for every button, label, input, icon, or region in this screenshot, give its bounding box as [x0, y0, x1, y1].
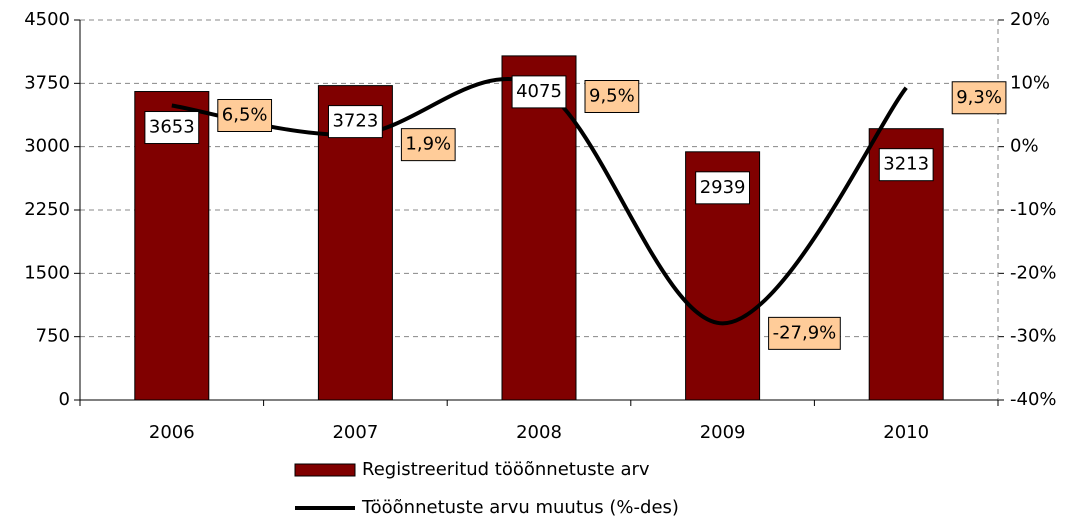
y-tick-label: 3750: [24, 72, 70, 93]
y2-tick-label: 20%: [1010, 9, 1050, 30]
data-label: 9,5%: [584, 80, 640, 113]
y2-tick-label: -40%: [1010, 389, 1057, 410]
data-label: 3723: [327, 105, 383, 139]
x-tick-label: 2007: [332, 422, 378, 443]
label-box: [584, 80, 640, 113]
label-box: [878, 148, 934, 182]
y-tick-label: 2250: [24, 199, 70, 220]
data-label-text: -27,9%: [773, 322, 837, 343]
y-tick-label: 3000: [24, 136, 70, 157]
y-tick-label: 4500: [24, 9, 70, 30]
label-box: [400, 128, 456, 162]
data-label-text: 3213: [883, 154, 929, 175]
data-label-text: 9,3%: [956, 87, 1002, 108]
y2-tick-label: 0%: [1010, 136, 1039, 157]
data-label-text: 3653: [149, 117, 195, 138]
data-label-text: 2939: [700, 177, 746, 198]
y2-tick-label: 10%: [1010, 72, 1050, 93]
y-tick-label: 1500: [24, 262, 70, 283]
x-tick-label: 2009: [700, 422, 746, 443]
x-tick-label: 2010: [883, 422, 929, 443]
data-label-text: 6,5%: [222, 105, 268, 126]
label-box: [951, 81, 1007, 115]
x-tick-label: 2008: [516, 422, 562, 443]
data-label-text: 9,5%: [589, 86, 635, 107]
label-box: [768, 316, 841, 350]
y2-tick-label: -10%: [1010, 199, 1057, 220]
line: [171, 76, 908, 326]
data-label: 1,9%: [400, 128, 456, 162]
label-box: [144, 111, 200, 145]
data-label-text: 1,9%: [405, 134, 451, 155]
data-label: 4075: [511, 75, 567, 109]
data-label: 3213: [878, 148, 934, 182]
label-box: [217, 99, 273, 132]
y-tick-label: 0: [59, 389, 70, 410]
data-label: 6,5%: [217, 99, 273, 132]
x-tick-label: 2006: [149, 422, 195, 443]
data-label: 3653: [144, 111, 200, 145]
bar: [501, 55, 577, 401]
y2-tick-label: -20%: [1010, 262, 1057, 283]
data-label-text: 4075: [516, 81, 562, 102]
label-box: [327, 105, 383, 139]
legend-label: Tööõnnetuste arvu muutus (%-des): [361, 497, 679, 518]
y-tick-label: 750: [36, 326, 70, 347]
data-label-text: 3723: [332, 111, 378, 132]
y2-tick-label: -30%: [1010, 326, 1057, 347]
data-label: -27,9%: [768, 316, 841, 350]
data-label: 2939: [695, 171, 751, 205]
legend-swatch: [294, 463, 356, 477]
data-label: 9,3%: [951, 81, 1007, 115]
label-box: [511, 75, 567, 109]
legend-label: Registreeritud tööõnnetuste arv: [362, 459, 650, 480]
label-box: [695, 171, 751, 205]
